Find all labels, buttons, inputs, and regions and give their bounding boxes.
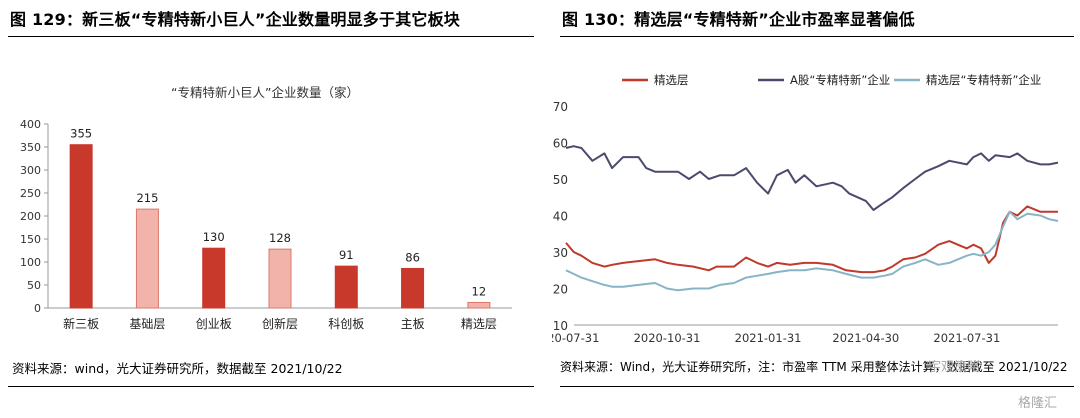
legend-label: A股“专精特新”企业 <box>790 73 890 87</box>
footer-rule <box>560 386 1074 387</box>
x-tick-label: 2021-01-31 <box>735 331 802 345</box>
x-tick-label: 2021-07-31 <box>933 331 1000 345</box>
y-tick-label: 200 <box>20 210 41 223</box>
y-tick-label: 300 <box>20 164 41 177</box>
bar <box>69 144 93 309</box>
y-tick-label: 150 <box>20 233 41 246</box>
bar <box>467 301 491 309</box>
legend-label: 精选层 <box>654 73 689 87</box>
y-tick-label: 0 <box>34 302 41 315</box>
y-tick-label: 60 <box>553 137 568 151</box>
figure-129-title: 图 129：新三板“专精特新小巨人”企业数量明显多于其它板块 <box>10 10 461 29</box>
legend-label: 精选层“专精特新”企业 <box>926 73 1041 87</box>
title-rule <box>8 36 534 37</box>
y-tick-label: 70 <box>553 100 568 114</box>
bar-value-label: 128 <box>269 231 291 245</box>
bar-value-label: 12 <box>472 284 487 298</box>
y-tick-label: 50 <box>27 279 41 292</box>
y-tick-label: 400 <box>20 118 41 131</box>
x-tick-label: 2021-04-30 <box>832 331 899 345</box>
x-tick-label: 创业板 <box>196 317 232 331</box>
y-tick-label: 30 <box>553 246 568 260</box>
x-tick-label: 创新层 <box>262 316 298 331</box>
y-tick-label: 350 <box>20 141 41 154</box>
footer-rule <box>8 386 534 387</box>
x-tick-label: 2020-07-31 <box>552 331 599 345</box>
bar <box>202 247 226 309</box>
x-tick-label: 精选层 <box>461 317 497 331</box>
bar-value-label: 130 <box>203 230 225 244</box>
bar <box>401 267 425 309</box>
bar-chart: “专精特新小巨人”企业数量（家） 0 50 100 150 200 250 300 350 40… <box>20 85 512 331</box>
y-tick-label: 250 <box>20 187 41 200</box>
bar-value-label: 355 <box>70 127 92 141</box>
y-tick-label: 20 <box>553 283 568 297</box>
series-line <box>565 145 1059 211</box>
x-tick-label: 新三板 <box>63 316 99 331</box>
x-tick-label: 基础层 <box>129 317 165 331</box>
watermark-text: 宇观策略 <box>928 360 981 375</box>
figure-130-title: 图 130：精选层“专精特新”企业市盈率显著偏低 <box>562 10 915 29</box>
title-rule <box>560 36 1074 37</box>
line-chart: 10 20 30 40 50 60 70 2020-07-31 2020-10-31 2021-0… <box>552 73 1059 345</box>
y-tick-label: 10 <box>553 319 568 333</box>
bar <box>135 208 159 309</box>
y-tick-label: 100 <box>20 256 41 269</box>
x-tick-label: 主板 <box>401 317 425 331</box>
series-line <box>565 205 1058 274</box>
watermark-text: 格隆汇 <box>1018 396 1058 411</box>
bar <box>334 265 358 309</box>
left-figure: 图 129：新三板“专精特新小巨人”企业数量明显多于其它板块 “专精特新小巨人”… <box>8 10 534 387</box>
x-tick-label: 2020-10-31 <box>634 331 701 345</box>
bar-value-label: 91 <box>339 248 354 262</box>
bar-value-label: 86 <box>405 250 420 264</box>
y-tick-label: 40 <box>553 210 568 224</box>
series-line <box>565 210 1059 292</box>
x-tick-label: 科创板 <box>328 317 364 331</box>
source-note: 资料来源：wind，光大证券研究所，数据截至 2021/10/22 <box>12 361 343 376</box>
bar <box>268 248 292 309</box>
chart-title: “专精特新小巨人”企业数量（家） <box>171 85 359 100</box>
right-figure: 图 130：精选层“专精特新”企业市盈率显著偏低 10 20 30 40 50 60 70 2… <box>552 0 1080 418</box>
source-note: 资料来源：Wind，光大证券研究所，注：市盈率 TTM 采用整体法计算，数据截至… <box>560 360 1068 374</box>
bar-value-label: 215 <box>136 191 158 205</box>
y-tick-label: 50 <box>553 173 568 187</box>
